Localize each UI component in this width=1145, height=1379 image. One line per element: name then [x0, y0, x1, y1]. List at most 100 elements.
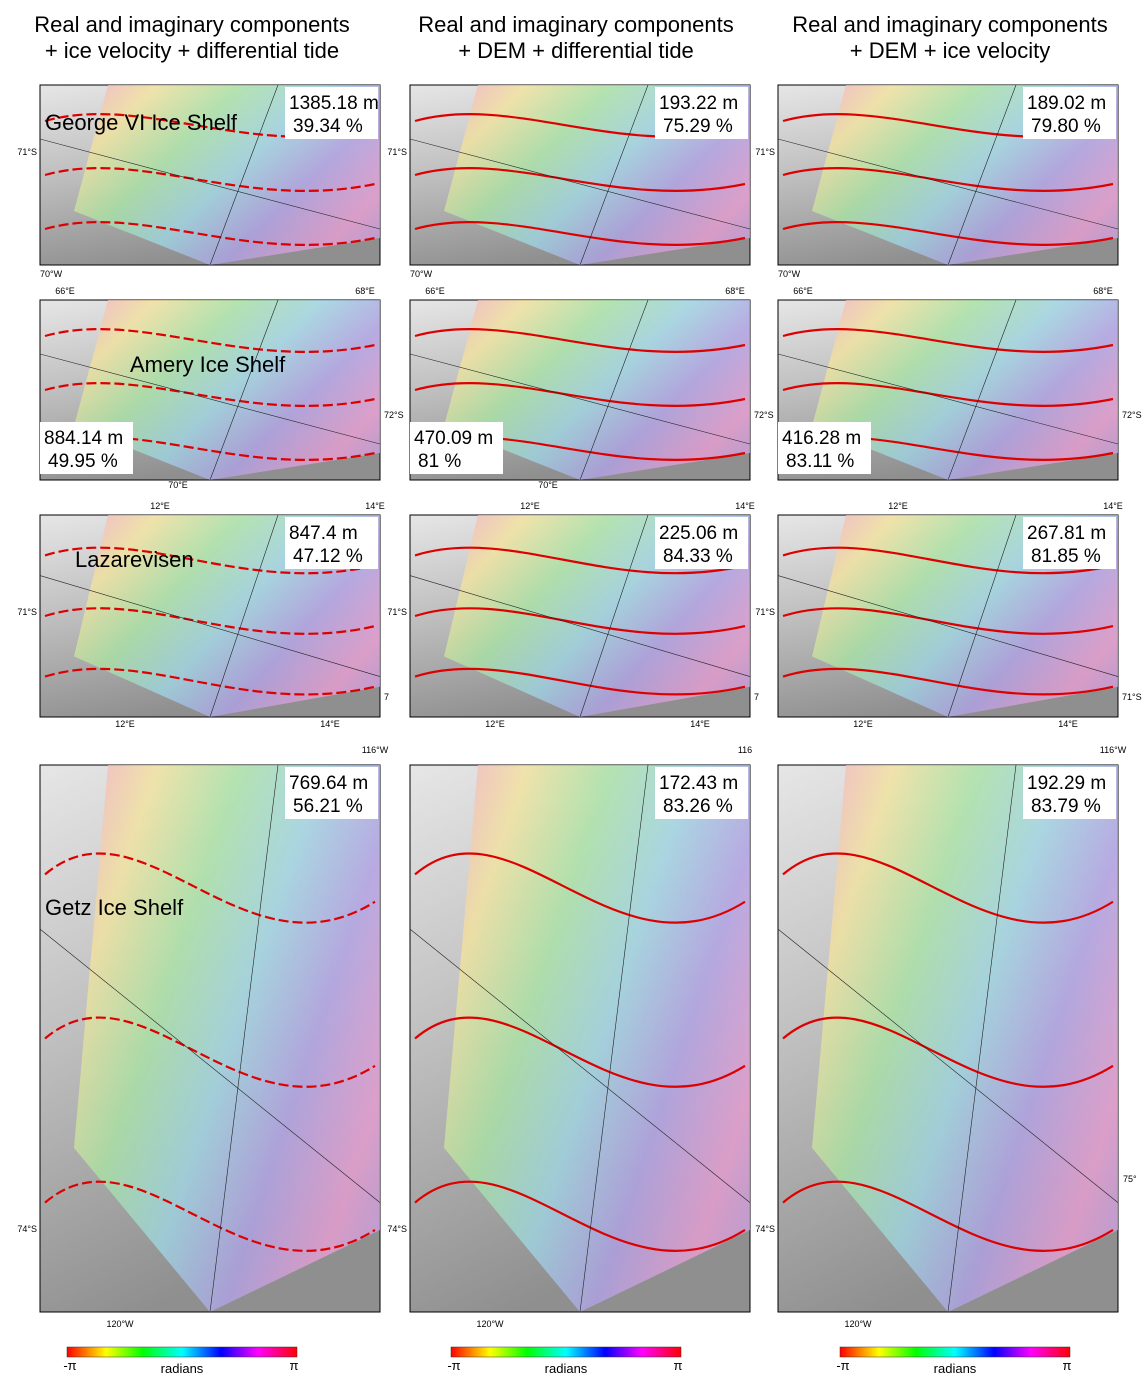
colorbar-min: -π [447, 1358, 460, 1373]
coordinate-label: 120°W [476, 1319, 504, 1329]
percent: 75.29 % [663, 116, 733, 137]
percent: 83.79 % [1031, 796, 1101, 817]
coordinate-label: 74°S [17, 1224, 37, 1234]
region-name: George VI Ice Shelf [45, 110, 238, 135]
distance: 172.43 m [659, 773, 738, 794]
distance: 225.06 m [659, 523, 738, 544]
colorbar [451, 1347, 681, 1357]
coordinate-label: 66°E [793, 286, 813, 296]
colorbar-label: radians [161, 1361, 204, 1376]
coordinate-label: 116°W [362, 745, 389, 755]
coordinate-label: 116 [738, 745, 752, 755]
column-title: Real and imaginary components [418, 12, 734, 37]
coordinate-label: 68°E [355, 286, 375, 296]
coordinate-label: 14°E [320, 719, 340, 729]
colorbar-min: -π [63, 1358, 76, 1373]
percent: 81 % [418, 451, 461, 472]
distance: 470.09 m [414, 428, 493, 449]
percent: 79.80 % [1031, 116, 1101, 137]
coordinate-label: 71°S [17, 607, 37, 617]
map-panel: 416.28 m83.11 % 66°E 68°E 72°S [778, 286, 1142, 480]
map-panel: 847.4 m47.12 % Lazarevisen 12°E 14°E 71°S 12°… [17, 501, 389, 729]
coordinate-label: 120°W [844, 1319, 872, 1329]
map-panel: 225.06 m84.33 % 12°E 14°E 71°S 12°E 14°E 7 [387, 501, 759, 729]
distance: 884.14 m [44, 428, 123, 449]
distance: 189.02 m [1027, 93, 1106, 114]
column-title: + DEM + ice velocity [850, 38, 1051, 63]
percent: 49.95 % [48, 451, 118, 472]
coordinate-label: 12°E [485, 719, 505, 729]
map-panel: 1385.18 m39.34 %George VI Ice Shelf71°S7… [17, 85, 380, 279]
coordinate-label: 71°S [755, 147, 775, 157]
distance: 416.28 m [782, 428, 861, 449]
distance: 267.81 m [1027, 523, 1106, 544]
coordinate-label: 71°S [387, 607, 407, 617]
coordinate-label: 70°W [778, 269, 801, 279]
percent: 83.26 % [663, 796, 733, 817]
coordinate-label: 71°S [17, 147, 37, 157]
coordinate-label: 70°W [40, 269, 63, 279]
map-panel: 884.14 m49.95 % Amery Ice Shelf 66°E 68°E 72… [40, 286, 404, 490]
percent: 83.11 % [786, 451, 854, 472]
colorbar-max: π [674, 1358, 683, 1373]
map-panel: 769.64 m56.21 % Getz Ice Shelf 116°W 74°S 12… [17, 745, 388, 1329]
coordinate-label: 70°E [538, 480, 558, 490]
percent: 39.34 % [293, 116, 363, 137]
coordinate-label: 12°E [888, 501, 908, 511]
percent: 47.12 % [293, 546, 363, 567]
coordinate-label: 14°E [365, 501, 385, 511]
distance: 192.29 m [1027, 773, 1106, 794]
coordinate-label: 14°E [735, 501, 755, 511]
colorbar-max: π [290, 1358, 299, 1373]
coordinate-label: 75° [1123, 1174, 1137, 1184]
coordinate-label: 70°W [410, 269, 433, 279]
colorbar [840, 1347, 1070, 1357]
coordinate-label: 14°E [1103, 501, 1123, 511]
map-panel: 192.29 m83.79 % 116°W 74°S 120°W 75° [755, 745, 1137, 1329]
coordinate-label: 74°S [755, 1224, 775, 1234]
coordinate-label: 68°E [725, 286, 745, 296]
coordinate-label: 72°S [384, 410, 404, 420]
distance: 193.22 m [659, 93, 738, 114]
coordinate-label: 71°S [387, 147, 407, 157]
region-name: Getz Ice Shelf [45, 895, 184, 920]
distance: 769.64 m [289, 773, 368, 794]
coordinate-label: 71°S [1122, 692, 1142, 702]
map-panel: 172.43 m83.26 % 116 74°S 120°W [387, 745, 752, 1329]
coordinate-label: 12°E [520, 501, 540, 511]
colorbar-label: radians [934, 1361, 977, 1376]
coordinate-label: 72°S [1122, 410, 1142, 420]
map-panel: 193.22 m75.29 % 71°S 70°W [387, 85, 750, 279]
region-name: Amery Ice Shelf [130, 352, 286, 377]
column-title: Real and imaginary components [792, 12, 1108, 37]
percent: 84.33 % [663, 546, 733, 567]
coordinate-label: 7 [754, 692, 759, 702]
column-title: + DEM + differential tide [458, 38, 694, 63]
coordinate-label: 74°S [387, 1224, 407, 1234]
coordinate-label: 14°E [690, 719, 710, 729]
coordinate-label: 70°E [168, 480, 188, 490]
colorbar-max: π [1063, 1358, 1072, 1373]
coordinate-label: 12°E [853, 719, 873, 729]
coordinate-label: 120°W [106, 1319, 134, 1329]
colorbar [67, 1347, 297, 1357]
percent: 56.21 % [293, 796, 363, 817]
map-panel: 189.02 m79.80 % 71°S 70°W [755, 85, 1118, 279]
column-title: Real and imaginary components [34, 12, 350, 37]
figure: Real and imaginary components+ ice veloc… [0, 0, 1145, 1379]
page: Real and imaginary components+ ice veloc… [0, 0, 1145, 1379]
coordinate-label: 12°E [150, 501, 170, 511]
column-title: + ice velocity + differential tide [45, 38, 339, 63]
coordinate-label: 68°E [1093, 286, 1113, 296]
coordinate-label: 66°E [55, 286, 75, 296]
coordinate-label: 116°W [1100, 745, 1127, 755]
percent: 81.85 % [1031, 546, 1101, 567]
coordinate-label: 12°E [115, 719, 135, 729]
region-name: Lazarevisen [75, 547, 194, 572]
coordinate-label: 66°E [425, 286, 445, 296]
distance: 847.4 m [289, 523, 358, 544]
colorbar-label: radians [545, 1361, 588, 1376]
coordinate-label: 14°E [1058, 719, 1078, 729]
